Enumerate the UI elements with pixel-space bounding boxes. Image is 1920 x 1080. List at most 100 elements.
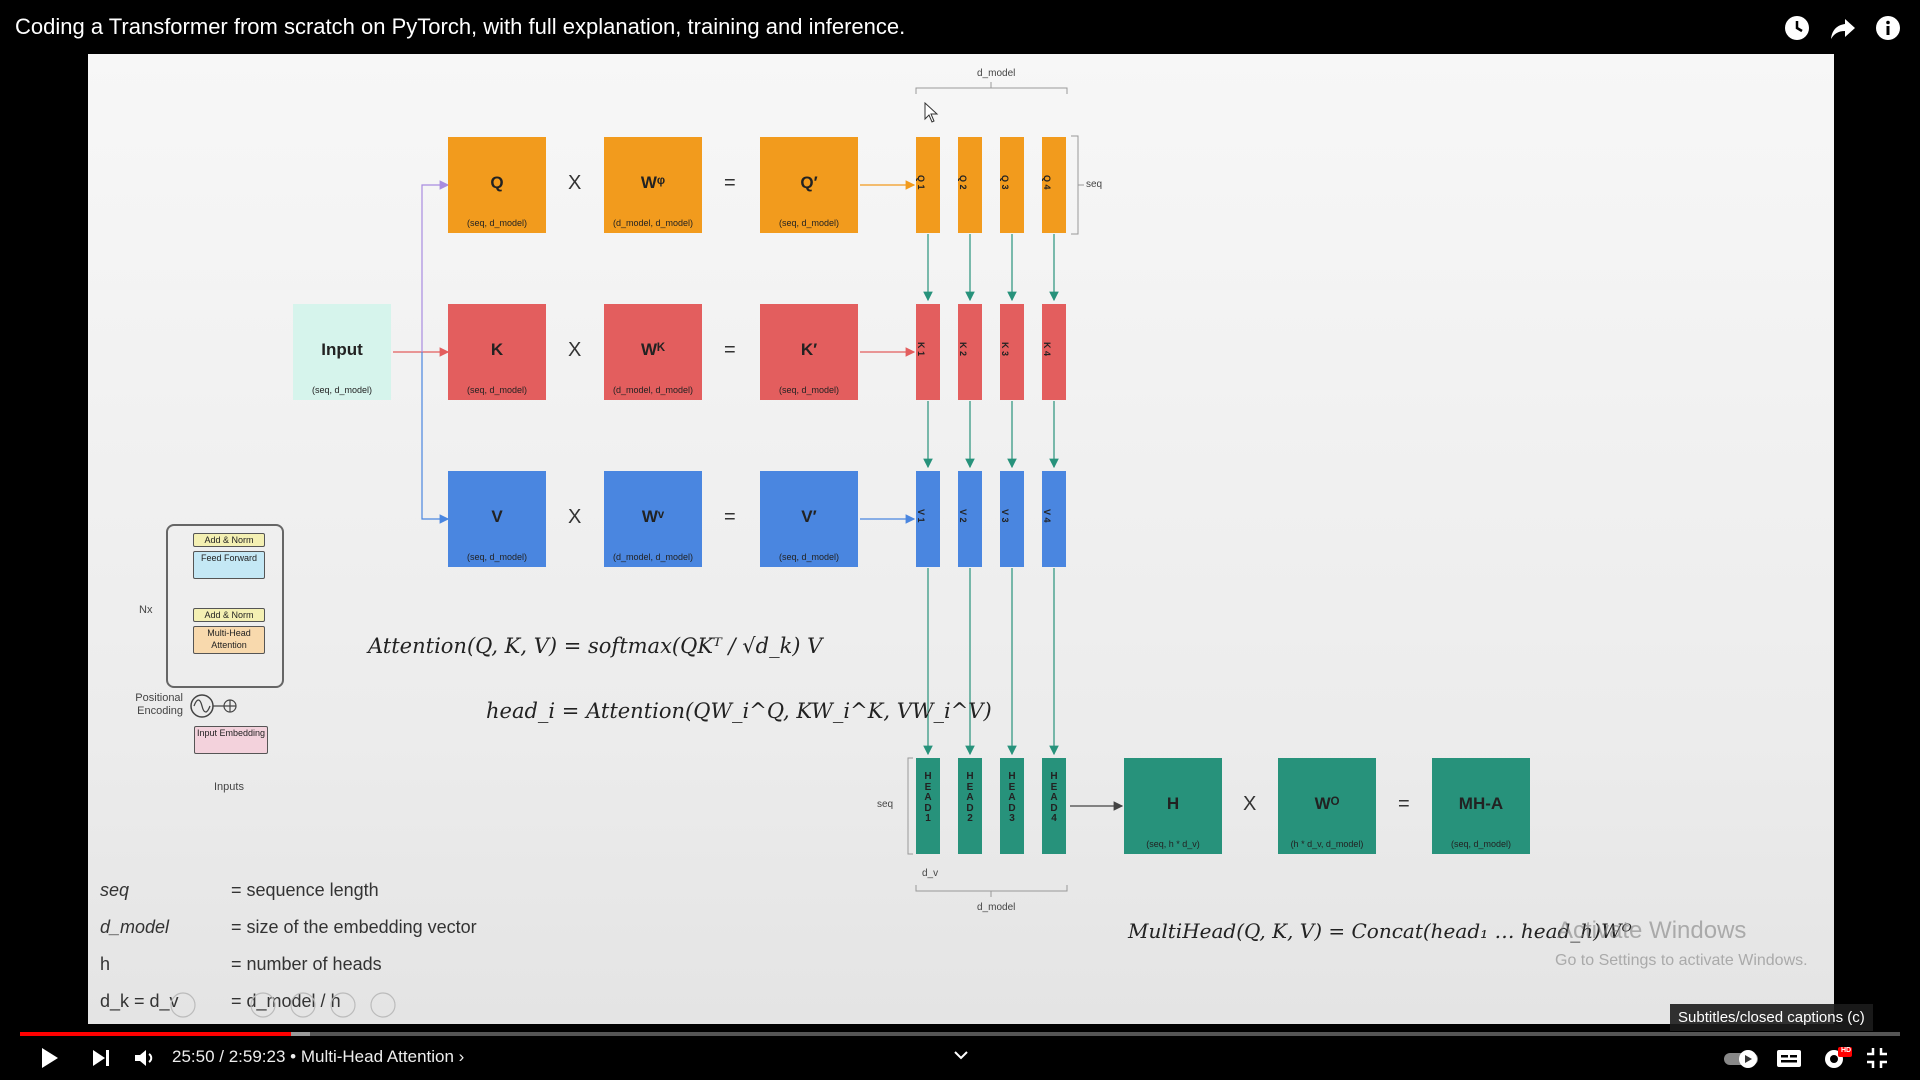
q-box: Q (seq, d_model)	[448, 137, 546, 233]
annotation-toolbar[interactable]	[168, 990, 398, 1020]
captions-tooltip: Subtitles/closed captions (c)	[1670, 1004, 1873, 1031]
exit-fullscreen-icon[interactable]	[1864, 1045, 1890, 1071]
settings-gear-icon[interactable]: HD	[1820, 1045, 1854, 1071]
legend-val-h: = number of heads	[231, 954, 382, 974]
input-embedding-box: Input Embedding	[194, 726, 268, 754]
k-label: K	[490, 340, 504, 359]
wq-box: Wᵠ (d_model, d_model)	[604, 137, 702, 233]
h-box: H (seq, h * d_v)	[1124, 758, 1222, 854]
equals-operator: =	[724, 339, 736, 361]
share-icon[interactable]	[1829, 14, 1857, 42]
encoder-block-outline	[166, 524, 284, 688]
legend-val-dmodel: = size of the embedding vector	[231, 917, 477, 937]
h-dim: (seq, h * d_v)	[1146, 839, 1200, 849]
activate-windows-watermark: Activate Windows	[1557, 917, 1747, 944]
wv-dim: (d_model, d_model)	[612, 552, 694, 562]
progress-played	[20, 1032, 291, 1036]
q-split-3: Q 3	[1000, 137, 1024, 233]
wk-dim: (d_model, d_model)	[612, 385, 694, 395]
seq-left-label: seq	[877, 799, 894, 810]
input-label: Input	[321, 340, 363, 359]
head-3: H E A D 3	[1000, 758, 1024, 854]
wq-dim: (d_model, d_model)	[612, 218, 694, 228]
times-operator: X	[568, 172, 582, 194]
activate-windows-subtext: Go to Settings to activate Windows.	[1555, 952, 1808, 969]
v-box: V (seq, d_model)	[448, 471, 546, 567]
k-dim: (seq, d_model)	[466, 385, 528, 395]
hd-badge: HD	[1841, 1047, 1852, 1054]
add-norm-bottom: Add & Norm	[193, 608, 265, 622]
head-1: H E A D 1	[916, 758, 940, 854]
wv-box: Wᵛ (d_model, d_model)	[604, 471, 702, 567]
mha-label: MH-A	[1458, 794, 1504, 813]
info-icon[interactable]	[1874, 14, 1902, 42]
v-dim: (seq, d_model)	[466, 552, 528, 562]
v-split-3: V 3	[1000, 471, 1024, 567]
chapter-title[interactable]: • Multi-Head Attention ›	[290, 1047, 465, 1066]
wo-dim: (h * d_v, d_model)	[1290, 839, 1364, 849]
chevron-down-icon[interactable]	[952, 1048, 970, 1074]
legend-key-seq: seq	[100, 880, 130, 900]
k-split-2: K 2	[958, 304, 982, 400]
q-split-2: Q 2	[958, 137, 982, 233]
q-split-4: Q 4	[1042, 137, 1066, 233]
q-split-1: Q 1	[916, 137, 940, 233]
d-v-label: d_v	[922, 868, 939, 879]
k-prime-box: K′ (seq, d_model)	[760, 304, 858, 400]
wq-label: Wᵠ	[640, 173, 666, 192]
v-prime-label: V′	[801, 507, 817, 526]
d-model-bottom-label: d_model	[977, 902, 1016, 913]
watch-later-icon[interactable]	[1783, 14, 1811, 42]
v-label: V	[491, 507, 503, 526]
k-split-3: K 3	[1000, 304, 1024, 400]
wk-label: Wᴷ	[641, 340, 665, 359]
head-4: H E A D 4	[1042, 758, 1066, 854]
input-dim: (seq, d_model)	[311, 385, 373, 395]
head-formula: head_i = Attention(QW_i^Q, KW_i^K, VW_i^…	[486, 699, 992, 723]
v-prime-dim: (seq, d_model)	[778, 552, 840, 562]
v-split-1: V 1	[916, 471, 940, 567]
inputs-label: Inputs	[214, 781, 244, 793]
subtitles-icon[interactable]	[1774, 1045, 1804, 1071]
times-operator: X	[1243, 793, 1257, 815]
wk-box: Wᴷ (d_model, d_model)	[604, 304, 702, 400]
times-operator: X	[568, 506, 582, 528]
q-prime-dim: (seq, d_model)	[778, 218, 840, 228]
k-split-1: K 1	[916, 304, 940, 400]
mha-dim: (seq, d_model)	[1450, 839, 1512, 849]
k-box: K (seq, d_model)	[448, 304, 546, 400]
add-norm-top: Add & Norm	[193, 533, 265, 547]
equals-operator: =	[1398, 793, 1410, 815]
legend-key-dmodel: d_model	[100, 917, 170, 937]
next-button[interactable]	[88, 1045, 114, 1071]
v-prime-box: V′ (seq, d_model)	[760, 471, 858, 567]
mouse-cursor-icon	[924, 102, 939, 123]
video-title[interactable]: Coding a Transformer from scratch on PyT…	[15, 14, 906, 39]
h-label: H	[1166, 794, 1180, 813]
q-dim: (seq, d_model)	[466, 218, 528, 228]
multihead-formula: MultiHead(Q, K, V) = Concat(head₁ … head…	[1128, 919, 1632, 943]
legend-key-h: h	[100, 954, 111, 974]
legend-key-dk: d_k = d_v	[100, 991, 179, 1011]
play-button[interactable]	[36, 1045, 62, 1071]
attention-formula: Attention(Q, K, V) = softmax(QKᵀ / √d_k)…	[368, 634, 823, 658]
seq-right-label: seq	[1086, 179, 1103, 190]
k-prime-label: K′	[800, 340, 818, 359]
nx-label: Nx	[139, 604, 153, 616]
volume-icon[interactable]	[132, 1045, 160, 1071]
wo-label: Wᴼ	[1314, 794, 1340, 813]
diagram-connectors	[393, 82, 1124, 897]
time-readout: 25:50 / 2:59:23	[172, 1047, 286, 1066]
times-operator: X	[568, 339, 582, 361]
progress-track[interactable]	[20, 1032, 1900, 1036]
head-2: H E A D 2	[958, 758, 982, 854]
v-split-4: V 4	[1042, 471, 1066, 567]
v-split-2: V 2	[958, 471, 982, 567]
d-model-top-label: d_model	[977, 68, 1016, 79]
equals-operator: =	[724, 506, 736, 528]
legend-val-seq: = sequence length	[231, 880, 379, 900]
q-label: Q	[490, 173, 504, 192]
autoplay-toggle[interactable]	[1722, 1045, 1762, 1071]
wo-box: Wᴼ (h * d_v, d_model)	[1278, 758, 1376, 854]
q-prime-box: Q′ (seq, d_model)	[760, 137, 858, 233]
